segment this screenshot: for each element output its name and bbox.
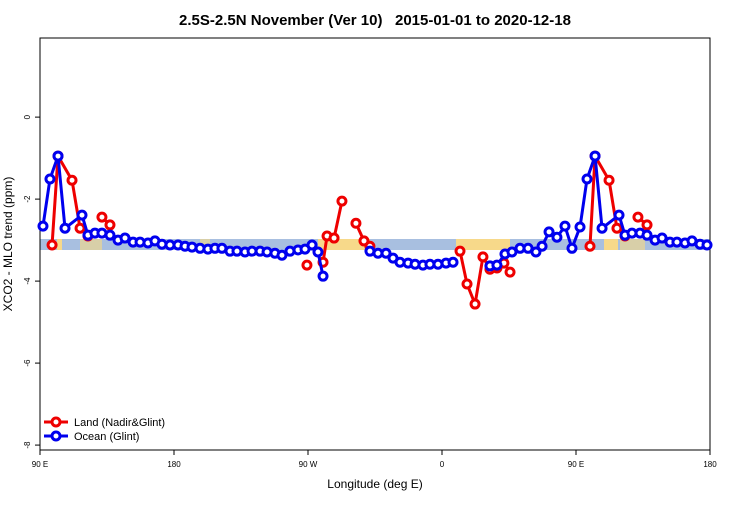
point <box>312 246 324 258</box>
point <box>574 221 586 233</box>
x-tick-label: 180 <box>703 460 717 469</box>
land-strip <box>620 239 645 250</box>
y-tick-label: -6 <box>23 359 32 367</box>
point <box>454 245 466 257</box>
point <box>603 174 615 186</box>
point <box>119 232 131 244</box>
x-tick-label: 90 E <box>568 460 584 469</box>
legend-label: Land (Nadir&Glint) <box>74 417 165 429</box>
land-strip <box>57 239 62 250</box>
point <box>328 232 340 244</box>
x-axis-label: Longitude (deg E) <box>327 477 422 491</box>
legend-marker <box>50 430 62 442</box>
point <box>504 266 516 278</box>
land-strip <box>318 239 370 250</box>
land-strip <box>80 239 102 250</box>
point <box>491 259 503 271</box>
land-strip <box>456 239 510 250</box>
x-tick-label: 90 W <box>299 460 318 469</box>
point <box>461 278 473 290</box>
point <box>317 270 329 282</box>
point <box>477 251 489 263</box>
point <box>536 240 548 252</box>
legend-marker <box>50 416 62 428</box>
point <box>74 222 86 234</box>
point <box>306 239 318 251</box>
point <box>584 240 596 252</box>
y-tick-label: -4 <box>23 277 32 285</box>
point <box>104 219 116 231</box>
point <box>581 173 593 185</box>
point <box>589 150 601 162</box>
point <box>37 220 49 232</box>
point <box>566 242 578 254</box>
point <box>543 226 555 238</box>
x-tick-label: 180 <box>167 460 181 469</box>
point <box>447 256 459 268</box>
point <box>611 222 623 234</box>
x-tick-label: 90 E <box>32 460 48 469</box>
point <box>559 220 571 232</box>
point <box>656 232 668 244</box>
y-axis-label: XCO2 - MLO trend (ppm) <box>1 177 15 312</box>
point <box>96 211 108 223</box>
y-tick-label: 0 <box>23 114 32 119</box>
point <box>66 174 78 186</box>
chart-title: 2.5S-2.5N November (Ver 10) 2015-01-01 t… <box>179 12 571 29</box>
point <box>530 246 542 258</box>
point <box>641 229 653 241</box>
point <box>701 239 713 251</box>
point <box>301 259 313 271</box>
point <box>350 217 362 229</box>
point <box>596 222 608 234</box>
point <box>469 298 481 310</box>
point <box>641 219 653 231</box>
point <box>59 222 71 234</box>
point <box>46 239 58 251</box>
point <box>632 211 644 223</box>
point <box>336 195 348 207</box>
legend-label: Ocean (Glint) <box>74 431 139 443</box>
point <box>551 231 563 243</box>
point <box>52 150 64 162</box>
y-tick-label: -8 <box>23 441 32 449</box>
point <box>44 173 56 185</box>
point <box>380 247 392 259</box>
point <box>613 209 625 221</box>
point <box>104 229 116 241</box>
point <box>276 249 288 261</box>
y-tick-label: -2 <box>23 195 32 203</box>
point <box>76 209 88 221</box>
land-strip <box>604 239 618 250</box>
x-tick-label: 0 <box>440 460 445 469</box>
